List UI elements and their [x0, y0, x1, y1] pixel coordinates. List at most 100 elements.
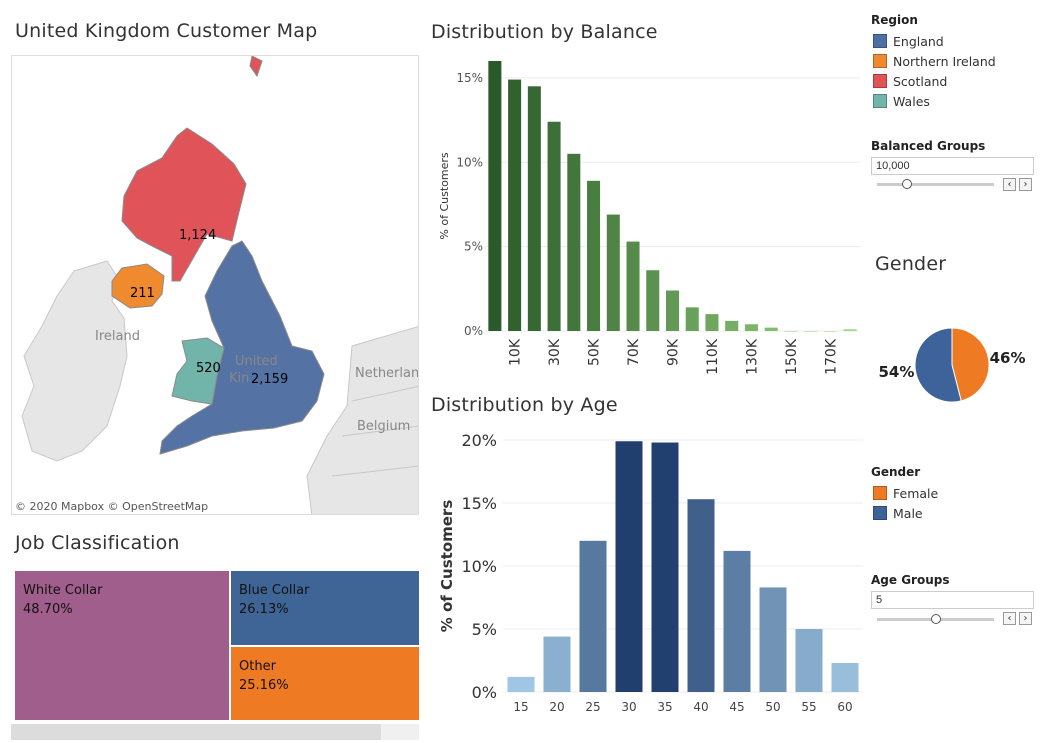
balance-bar[interactable] [626, 241, 640, 331]
age-bar[interactable] [831, 663, 859, 692]
balance-bar[interactable] [567, 153, 581, 331]
age-x-tick: 25 [585, 700, 600, 714]
balance-bar[interactable] [665, 290, 680, 332]
treemap-cell-white-collar[interactable]: White Collar 48.70% [15, 571, 229, 720]
balance-y-tick: 10% [456, 155, 483, 169]
treemap-pct-white-collar: 48.70% [23, 602, 73, 617]
age-step-next-button[interactable]: › [1019, 612, 1032, 625]
map-title: United Kingdom Customer Map [15, 20, 318, 42]
legend-swatch-male [873, 506, 887, 520]
balance-bar[interactable] [527, 86, 541, 331]
region-wales[interactable] [171, 337, 225, 405]
age-x-tick: 60 [837, 700, 852, 714]
balance-y-tick: 0% [464, 324, 483, 338]
legend-label-wales: Wales [893, 93, 930, 109]
age-bar[interactable] [723, 550, 751, 692]
legend-swatch-wales [873, 94, 887, 108]
age-y-tick: 20% [461, 431, 497, 450]
treemap-cell-other[interactable]: Other 25.16% [231, 647, 419, 720]
region-england[interactable] [159, 240, 325, 455]
label-northern-ireland: 211 [130, 286, 155, 301]
age-chart: 0% 5% 10% 15% 20% % of Customers 15 20 25 30 35 40 4… [438, 431, 863, 714]
legend-swatch-northern-ireland [873, 54, 887, 68]
balance-step-prev-button[interactable]: ‹ [1003, 178, 1016, 191]
balance-x-tick: 70K [626, 338, 642, 366]
balance-bar[interactable] [646, 270, 660, 331]
map-copyright[interactable]: © 2020 Mapbox © OpenStreetMap [15, 500, 209, 513]
region-northern-ireland[interactable] [111, 263, 165, 309]
legend-label-northern-ireland: Northern Ireland [893, 53, 996, 69]
balance-param-input[interactable] [871, 157, 1034, 175]
age-bar[interactable] [543, 636, 571, 692]
legend-item-wales[interactable]: Wales [873, 91, 996, 111]
balance-bar[interactable] [547, 121, 561, 331]
age-bar[interactable] [795, 629, 823, 692]
balance-x-tick: 110K [705, 338, 721, 375]
balance-bar[interactable] [725, 320, 739, 331]
balance-bar[interactable] [784, 331, 798, 332]
age-x-tick: 30 [621, 700, 636, 714]
age-bar[interactable] [579, 540, 607, 692]
age-x-tick: 20 [549, 700, 564, 714]
balance-y-axis-label: % of Customers [438, 152, 451, 239]
legend-item-scotland[interactable]: Scotland [873, 71, 996, 91]
balance-chart-title: Distribution by Balance [431, 21, 658, 43]
treemap-label-other: Other [239, 659, 276, 674]
balance-bar[interactable] [804, 331, 818, 332]
age-param-input[interactable] [871, 591, 1034, 609]
balance-x-tick: 170K [823, 338, 839, 375]
pie-slice-male[interactable] [914, 327, 962, 403]
balance-bar[interactable] [587, 180, 601, 331]
legend-item-england[interactable]: England [873, 31, 996, 51]
age-bar[interactable] [759, 587, 787, 692]
legend-label-scotland: Scotland [893, 73, 948, 89]
age-chart-title: Distribution by Age [431, 394, 618, 416]
legend-swatch-scotland [873, 74, 887, 88]
age-x-tick: 40 [693, 700, 708, 714]
legend-item-male[interactable]: Male [873, 503, 938, 523]
age-x-tick: 45 [729, 700, 744, 714]
balance-step-next-button[interactable]: › [1019, 178, 1032, 191]
balance-slider-track[interactable] [877, 183, 994, 186]
age-param-title: Age Groups [871, 573, 950, 587]
legend-label-england: England [893, 33, 944, 49]
scrollbar-thumb[interactable] [11, 724, 381, 740]
balance-bar[interactable] [488, 61, 502, 331]
map-canvas[interactable] [12, 56, 419, 515]
balance-bar[interactable] [823, 331, 837, 332]
age-step-prev-button[interactable]: ‹ [1003, 612, 1016, 625]
balance-x-tick: 90K [666, 338, 682, 366]
balance-bar[interactable] [843, 329, 857, 331]
legend-item-northern-ireland[interactable]: Northern Ireland [873, 51, 996, 71]
age-bar[interactable] [507, 676, 535, 692]
legend-swatch-female [873, 486, 887, 500]
map-place-ireland: Ireland [95, 329, 140, 344]
age-bar[interactable] [687, 499, 715, 692]
balance-x-tick: 10K [508, 338, 524, 366]
horizontal-scrollbar[interactable] [11, 724, 419, 740]
pie-slice-female[interactable] [951, 327, 990, 402]
treemap-cell-blue-collar[interactable]: Blue Collar 26.13% [231, 571, 419, 645]
age-slider-knob[interactable] [931, 614, 941, 624]
legend-item-female[interactable]: Female [873, 483, 938, 503]
age-bar[interactable] [651, 442, 679, 692]
balance-slider-knob[interactable] [902, 179, 912, 189]
legend-label-female: Female [893, 485, 939, 501]
age-x-tick: 15 [513, 700, 528, 714]
legend-label-male: Male [893, 505, 923, 521]
balance-bar[interactable] [508, 79, 522, 331]
balance-bar[interactable] [705, 314, 719, 331]
age-y-tick: 0% [472, 683, 497, 702]
balance-bar[interactable] [606, 214, 620, 331]
gender-pie-title: Gender [875, 253, 947, 275]
continent-land [306, 326, 418, 514]
balance-bar[interactable] [764, 327, 778, 331]
region-scotland[interactable] [121, 127, 247, 282]
uk-customer-map[interactable]: Ireland United Kin Netherlan Belgium 1,1… [11, 55, 419, 515]
legend-swatch-england [873, 34, 887, 48]
gender-pie-chart: 46% 54% [878, 327, 1026, 403]
balance-bar[interactable] [744, 324, 758, 331]
balance-bar[interactable] [685, 307, 699, 331]
balance-chart: 0% 5% 10% 15% % of Customers 10K 30K 50K 70K 90K 1… [438, 61, 860, 375]
age-bar[interactable] [615, 441, 643, 692]
